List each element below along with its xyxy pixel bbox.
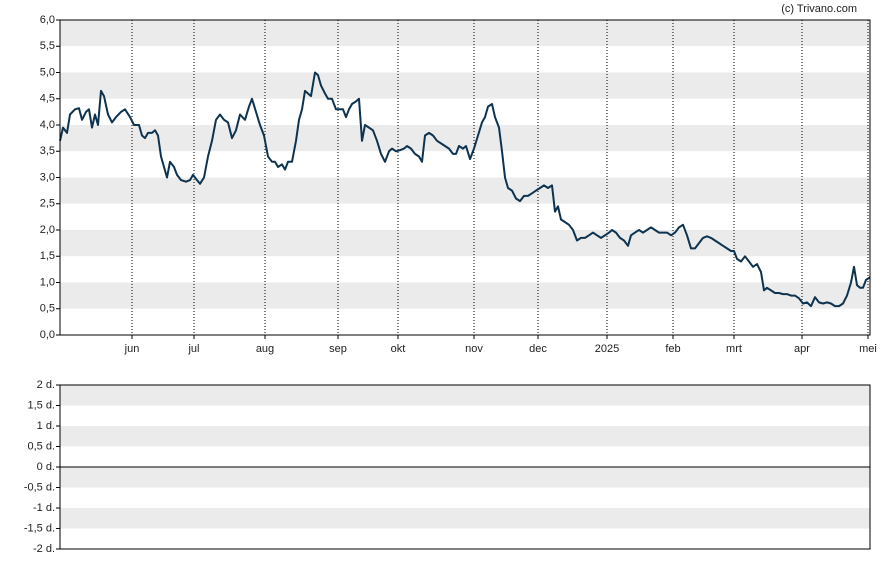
y-tick-label: 5,0 (40, 66, 55, 78)
grid-band (60, 98, 870, 125)
y-tick-label: -0,5 d. (24, 481, 55, 493)
grid-band (60, 467, 870, 488)
grid-band (60, 426, 870, 447)
x-tick-label: nov (465, 343, 483, 355)
grid-band (60, 72, 870, 99)
grid-band (60, 177, 870, 204)
y-tick-label: -1,5 d. (24, 522, 55, 534)
y-tick-label: 2,5 (40, 198, 55, 210)
y-tick-label: 5,5 (40, 40, 55, 52)
grid-band (60, 151, 870, 178)
y-tick-label: 3,5 (40, 145, 55, 157)
y-tick-label: 3,0 (40, 171, 55, 183)
y-tick-label: -2 d. (33, 543, 55, 555)
grid-band (60, 46, 870, 73)
x-tick-label: dec (529, 343, 547, 355)
y-tick-label: 2 d. (37, 379, 55, 391)
grid-band (60, 405, 870, 426)
grid-band (60, 256, 870, 283)
grid-band (60, 385, 870, 406)
credit: (c) Trivano.com (781, 3, 857, 15)
x-tick-label: mrt (726, 343, 742, 355)
y-tick-label: 1,0 (40, 276, 55, 288)
y-tick-label: 1,5 d. (27, 399, 55, 411)
x-tick-label: 2025 (595, 343, 619, 355)
y-tick-label: 4,0 (40, 119, 55, 131)
x-tick-label: apr (794, 343, 810, 355)
x-tick-label: sep (329, 343, 347, 355)
y-tick-label: 4,5 (40, 93, 55, 105)
y-tick-label: 0,5 d. (27, 440, 55, 452)
x-tick-label: jul (187, 343, 199, 355)
y-tick-label: 0,5 (40, 303, 55, 315)
x-tick-label: aug (256, 343, 274, 355)
plot-frame (59, 19, 871, 336)
y-tick-label: 0,0 (40, 329, 55, 341)
y-tick-label: 2,0 (40, 224, 55, 236)
y-tick-label: 0 d. (37, 461, 55, 473)
y-tick-label: 6,0 (40, 14, 55, 26)
grid-band (60, 487, 870, 508)
grid-band (60, 20, 870, 47)
price-line (59, 71, 871, 308)
grid-band (60, 508, 870, 529)
grid-band (60, 203, 870, 230)
plot-frame (59, 384, 871, 550)
grid-band (60, 282, 870, 309)
grid-band (60, 308, 870, 335)
y-tick-label: 1,5 (40, 250, 55, 262)
grid-band (60, 230, 870, 257)
grid-band (60, 528, 870, 549)
x-tick-label: jun (124, 343, 140, 355)
x-tick-label: mei (859, 343, 877, 355)
y-tick-label: 1 d. (37, 420, 55, 432)
y-tick-label: -1 d. (33, 502, 55, 514)
grid-band (60, 446, 870, 467)
x-tick-label: okt (391, 343, 406, 355)
x-tick-label: feb (665, 343, 680, 355)
